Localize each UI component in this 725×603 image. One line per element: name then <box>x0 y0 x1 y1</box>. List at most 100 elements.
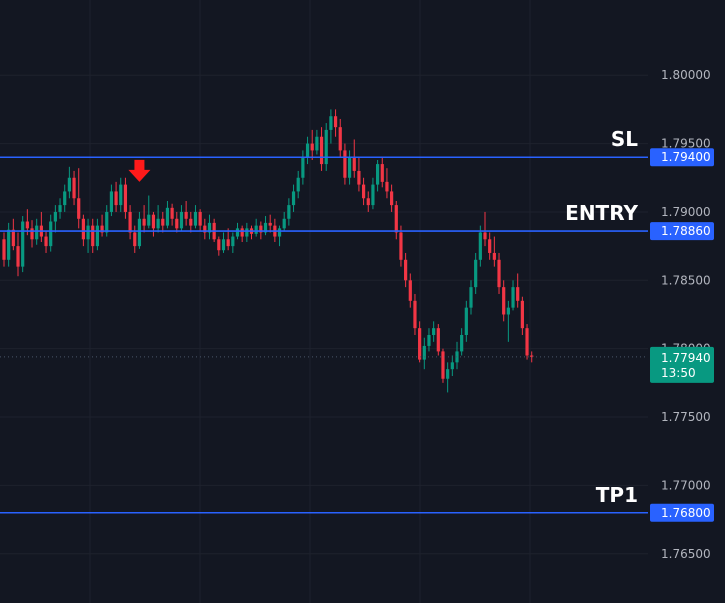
candle <box>441 348 445 383</box>
candle <box>100 214 104 237</box>
price-tag-sl: 1.79400 <box>650 148 714 167</box>
candle <box>338 118 342 158</box>
current-price-tag-bg <box>650 346 714 383</box>
candle-body <box>226 239 230 247</box>
candle-body <box>203 225 207 233</box>
candle <box>179 205 184 232</box>
candle-body <box>207 222 212 233</box>
candle-body <box>450 362 454 370</box>
candle-body <box>77 198 81 219</box>
price-tag-text: 1.79400 <box>661 150 711 164</box>
candle <box>319 127 324 171</box>
candle <box>455 341 459 370</box>
candle <box>198 209 202 232</box>
level-label-entry: ENTRY <box>565 201 638 225</box>
candle <box>63 184 67 212</box>
candle-body <box>404 259 408 281</box>
candle-body <box>460 335 464 352</box>
candle <box>497 252 501 294</box>
candle <box>291 184 296 212</box>
candle <box>263 216 268 236</box>
candle-body <box>427 335 431 346</box>
candle-body <box>53 211 57 222</box>
candle <box>133 225 137 253</box>
candle-body <box>221 239 226 251</box>
candle <box>53 205 57 233</box>
candle-body <box>81 218 85 240</box>
candle-body <box>474 259 478 288</box>
candle-body <box>2 239 6 260</box>
price-axis[interactable]: 1.800001.795001.790001.785001.780001.775… <box>650 68 714 561</box>
candle <box>324 123 328 171</box>
candle-body <box>156 218 160 229</box>
candle <box>86 218 90 253</box>
candle-body <box>418 328 422 360</box>
candle <box>305 136 310 165</box>
price-tag-entry: 1.78860 <box>650 222 714 241</box>
candle-body <box>446 369 450 379</box>
candle <box>427 328 431 352</box>
candle-body <box>268 222 272 226</box>
candle <box>282 211 286 232</box>
candle <box>16 232 20 277</box>
candle-body <box>11 229 15 247</box>
candle <box>156 205 160 233</box>
candle-body <box>478 232 482 260</box>
candle <box>296 170 300 199</box>
candle <box>376 159 380 192</box>
candle-body <box>151 214 156 229</box>
candle-body <box>516 287 520 301</box>
candle-body <box>287 205 291 219</box>
candle-body <box>137 218 142 247</box>
candle-body <box>100 225 104 233</box>
candle-body <box>133 232 137 247</box>
candle-body <box>343 150 347 178</box>
candle-body <box>86 225 90 240</box>
candle <box>231 232 235 253</box>
candle <box>390 184 394 212</box>
candle-body <box>525 328 529 356</box>
candle-body <box>301 157 305 178</box>
candle-body <box>184 211 188 219</box>
candle <box>44 231 48 253</box>
candle-body <box>497 259 501 288</box>
candle-body <box>338 127 342 151</box>
candle-body <box>361 184 366 199</box>
candle <box>413 293 417 335</box>
candle-body <box>282 218 286 229</box>
candle <box>287 198 291 226</box>
y-tick-label: 1.80000 <box>661 68 711 82</box>
candle <box>488 232 492 260</box>
candle <box>203 218 207 240</box>
candle-body <box>35 225 39 240</box>
candle <box>49 214 53 252</box>
candle <box>245 222 249 243</box>
candle-body <box>511 287 515 308</box>
down-arrow-icon <box>128 159 151 182</box>
candle-body <box>352 157 356 171</box>
candle-body <box>380 164 384 182</box>
price-tag-bg <box>650 148 714 167</box>
candle-body <box>263 222 268 233</box>
candle <box>502 280 506 322</box>
price-tag-bg <box>650 503 714 522</box>
candle <box>77 168 81 229</box>
candle <box>446 362 450 393</box>
candle <box>460 328 464 356</box>
candle <box>333 109 338 137</box>
countdown-text: 13:50 <box>661 366 696 380</box>
candle <box>404 252 408 288</box>
candle-body <box>502 287 506 315</box>
y-tick-label: 1.76500 <box>661 547 711 561</box>
candle <box>207 214 212 240</box>
candle <box>95 218 99 251</box>
y-tick-label: 1.79500 <box>661 137 711 151</box>
candle <box>310 129 314 160</box>
candle-body <box>170 207 174 219</box>
candle <box>520 296 524 335</box>
candle <box>2 232 6 267</box>
candle-body <box>30 228 34 240</box>
candle-body <box>315 136 319 151</box>
